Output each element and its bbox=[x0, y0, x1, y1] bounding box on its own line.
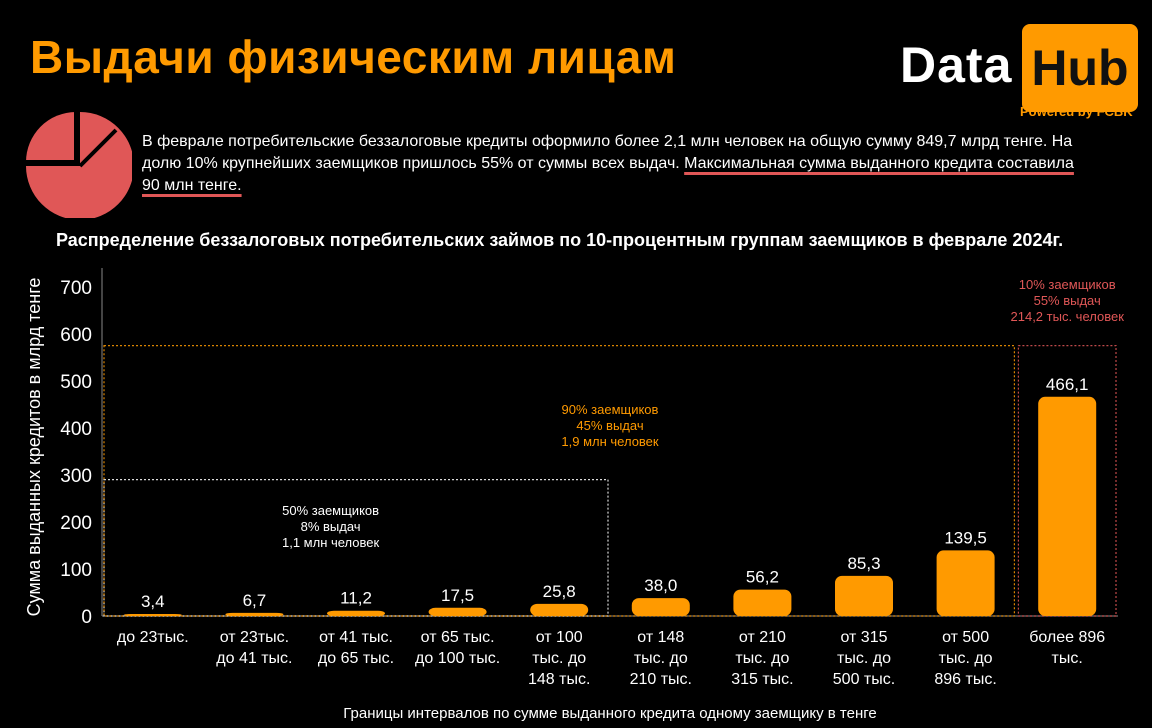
bar bbox=[327, 610, 385, 616]
x-tick-label: тыс. bbox=[1052, 650, 1083, 667]
x-tick-label: 500 тыс. bbox=[833, 671, 895, 688]
x-tick-label: от 23тыс. bbox=[220, 629, 289, 646]
bar-value-label: 11,2 bbox=[340, 589, 372, 608]
group-label-3: 55% выдач bbox=[1034, 293, 1101, 308]
group-label-1: 50% заемщиков bbox=[282, 503, 379, 518]
group-label-3: 10% заемщиков bbox=[1019, 277, 1116, 292]
bar bbox=[123, 614, 182, 616]
group-label-2: 45% выдач bbox=[576, 418, 643, 433]
x-tick-label: тыс. до bbox=[634, 650, 688, 667]
x-tick-label: от 500 bbox=[942, 629, 989, 646]
bar bbox=[530, 603, 589, 616]
bar bbox=[835, 575, 893, 616]
x-tick-label: до 23тыс. bbox=[117, 629, 189, 646]
datahub-logo: Data Hub Powered by FCBK bbox=[900, 22, 1140, 122]
x-tick-label: 210 тыс. bbox=[630, 671, 692, 688]
bar-value-label: 38,0 bbox=[644, 576, 677, 595]
group-label-1: 1,1 млн человек bbox=[282, 535, 380, 550]
y-tick-label: 400 bbox=[60, 419, 92, 440]
bar-value-label: 466,1 bbox=[1046, 375, 1089, 394]
x-tick-label: тыс. до bbox=[735, 650, 789, 667]
pie-icon bbox=[24, 110, 132, 218]
x-tick-label: до 100 тыс. bbox=[415, 650, 500, 667]
x-tick-label: более 896 bbox=[1029, 629, 1105, 646]
bar bbox=[936, 550, 995, 616]
bar bbox=[1038, 396, 1097, 616]
x-tick-label: от 148 bbox=[637, 629, 684, 646]
bar-value-label: 6,7 bbox=[243, 591, 267, 610]
bar bbox=[631, 598, 690, 616]
bar bbox=[733, 589, 792, 616]
y-tick-label: 300 bbox=[60, 466, 92, 487]
group-label-1: 8% выдач bbox=[301, 519, 361, 534]
x-tick-label: тыс. до bbox=[939, 650, 993, 667]
x-tick-label: от 41 тыс. bbox=[319, 629, 393, 646]
summary-text: В феврале потребительские беззалоговые к… bbox=[142, 131, 1082, 197]
group-label-2: 1,9 млн человек bbox=[561, 434, 659, 449]
bar-value-label: 56,2 bbox=[746, 568, 779, 587]
y-tick-label: 500 bbox=[60, 372, 92, 393]
bar-value-label: 17,5 bbox=[441, 586, 474, 605]
group-box-2 bbox=[103, 344, 1016, 617]
summary-highlight: Максимальная сумма выданного кредита сос… bbox=[142, 155, 1074, 194]
x-tick-label: от 210 bbox=[739, 629, 786, 646]
y-tick-label: 100 bbox=[60, 560, 92, 581]
x-axis-label: Границы интервалов по сумме выданного кр… bbox=[343, 705, 877, 722]
x-tick-label: тыс. до bbox=[837, 650, 891, 667]
x-tick-label: 315 тыс. bbox=[731, 671, 793, 688]
y-tick-label: 0 bbox=[81, 607, 92, 628]
x-tick-label: от 100 bbox=[536, 629, 583, 646]
logo-powered-text: Powered by FCBK bbox=[1020, 104, 1133, 119]
logo-data-text: Data bbox=[900, 37, 1013, 93]
y-tick-label: 700 bbox=[60, 278, 92, 299]
bar-value-label: 3,4 bbox=[141, 592, 165, 611]
bar-value-label: 25,8 bbox=[543, 582, 576, 601]
summary-plain: В феврале потребительские беззалоговые к… bbox=[142, 133, 1073, 172]
x-tick-label: до 65 тыс. bbox=[318, 650, 394, 667]
pie-icon-small-slice bbox=[26, 112, 76, 162]
page-title: Выдачи физическим лицам bbox=[30, 31, 677, 83]
y-axis-label: Сумма выданных кредитов в млрд тенге bbox=[24, 278, 44, 617]
bar-value-label: 85,3 bbox=[847, 554, 880, 573]
logo-hub-box: Hub bbox=[1022, 24, 1138, 112]
x-tick-label: от 65 тыс. bbox=[421, 629, 495, 646]
x-tick-label: 896 тыс. bbox=[934, 671, 996, 688]
group-label-2: 90% заемщиков bbox=[562, 402, 659, 417]
bar bbox=[225, 612, 284, 616]
bar bbox=[428, 607, 487, 616]
x-tick-label: до 41 тыс. bbox=[216, 650, 292, 667]
x-tick-label: 148 тыс. bbox=[528, 671, 590, 688]
bar-value-label: 139,5 bbox=[944, 528, 987, 547]
pie-icon-divider bbox=[78, 128, 118, 168]
x-tick-label: от 315 bbox=[840, 629, 887, 646]
y-tick-label: 200 bbox=[60, 513, 92, 534]
y-tick-label: 600 bbox=[60, 325, 92, 346]
chart-title: Распределение беззалоговых потребительск… bbox=[56, 230, 1064, 250]
group-label-3: 214,2 тыс. человек bbox=[1011, 309, 1125, 324]
x-tick-label: тыс. до bbox=[532, 650, 586, 667]
